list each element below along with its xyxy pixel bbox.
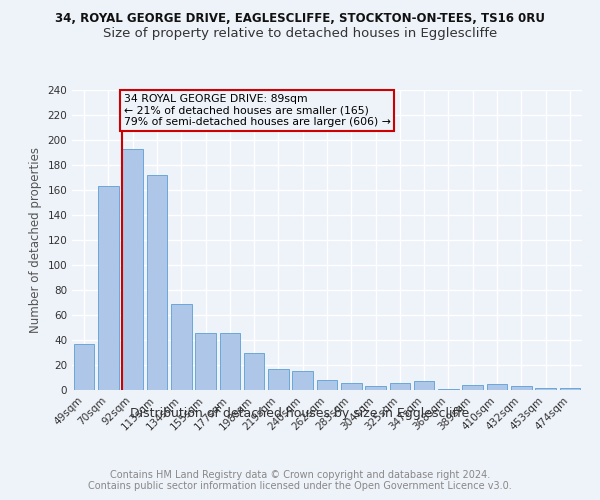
Bar — [220, 332, 240, 390]
Bar — [463, 385, 483, 390]
Bar — [195, 332, 216, 390]
Bar — [511, 386, 532, 390]
Bar — [365, 386, 386, 390]
Text: 34, ROYAL GEORGE DRIVE, EAGLESCLIFFE, STOCKTON-ON-TEES, TS16 0RU: 34, ROYAL GEORGE DRIVE, EAGLESCLIFFE, ST… — [55, 12, 545, 26]
Bar — [438, 389, 459, 390]
Text: Contains HM Land Registry data © Crown copyright and database right 2024.: Contains HM Land Registry data © Crown c… — [110, 470, 490, 480]
Text: 34 ROYAL GEORGE DRIVE: 89sqm
← 21% of detached houses are smaller (165)
79% of s: 34 ROYAL GEORGE DRIVE: 89sqm ← 21% of de… — [124, 94, 391, 127]
Text: Contains public sector information licensed under the Open Government Licence v3: Contains public sector information licen… — [88, 481, 512, 491]
Bar — [535, 388, 556, 390]
Bar — [292, 371, 313, 390]
Text: Distribution of detached houses by size in Egglescliffe: Distribution of detached houses by size … — [130, 408, 470, 420]
Bar — [317, 380, 337, 390]
Bar — [268, 369, 289, 390]
Bar — [98, 186, 119, 390]
Bar — [560, 388, 580, 390]
Bar — [74, 344, 94, 390]
Bar — [146, 175, 167, 390]
Bar — [341, 382, 362, 390]
Bar — [487, 384, 508, 390]
Bar — [389, 382, 410, 390]
Bar — [171, 304, 191, 390]
Y-axis label: Number of detached properties: Number of detached properties — [29, 147, 42, 333]
Bar — [414, 381, 434, 390]
Text: Size of property relative to detached houses in Egglescliffe: Size of property relative to detached ho… — [103, 28, 497, 40]
Bar — [244, 352, 265, 390]
Bar — [122, 149, 143, 390]
